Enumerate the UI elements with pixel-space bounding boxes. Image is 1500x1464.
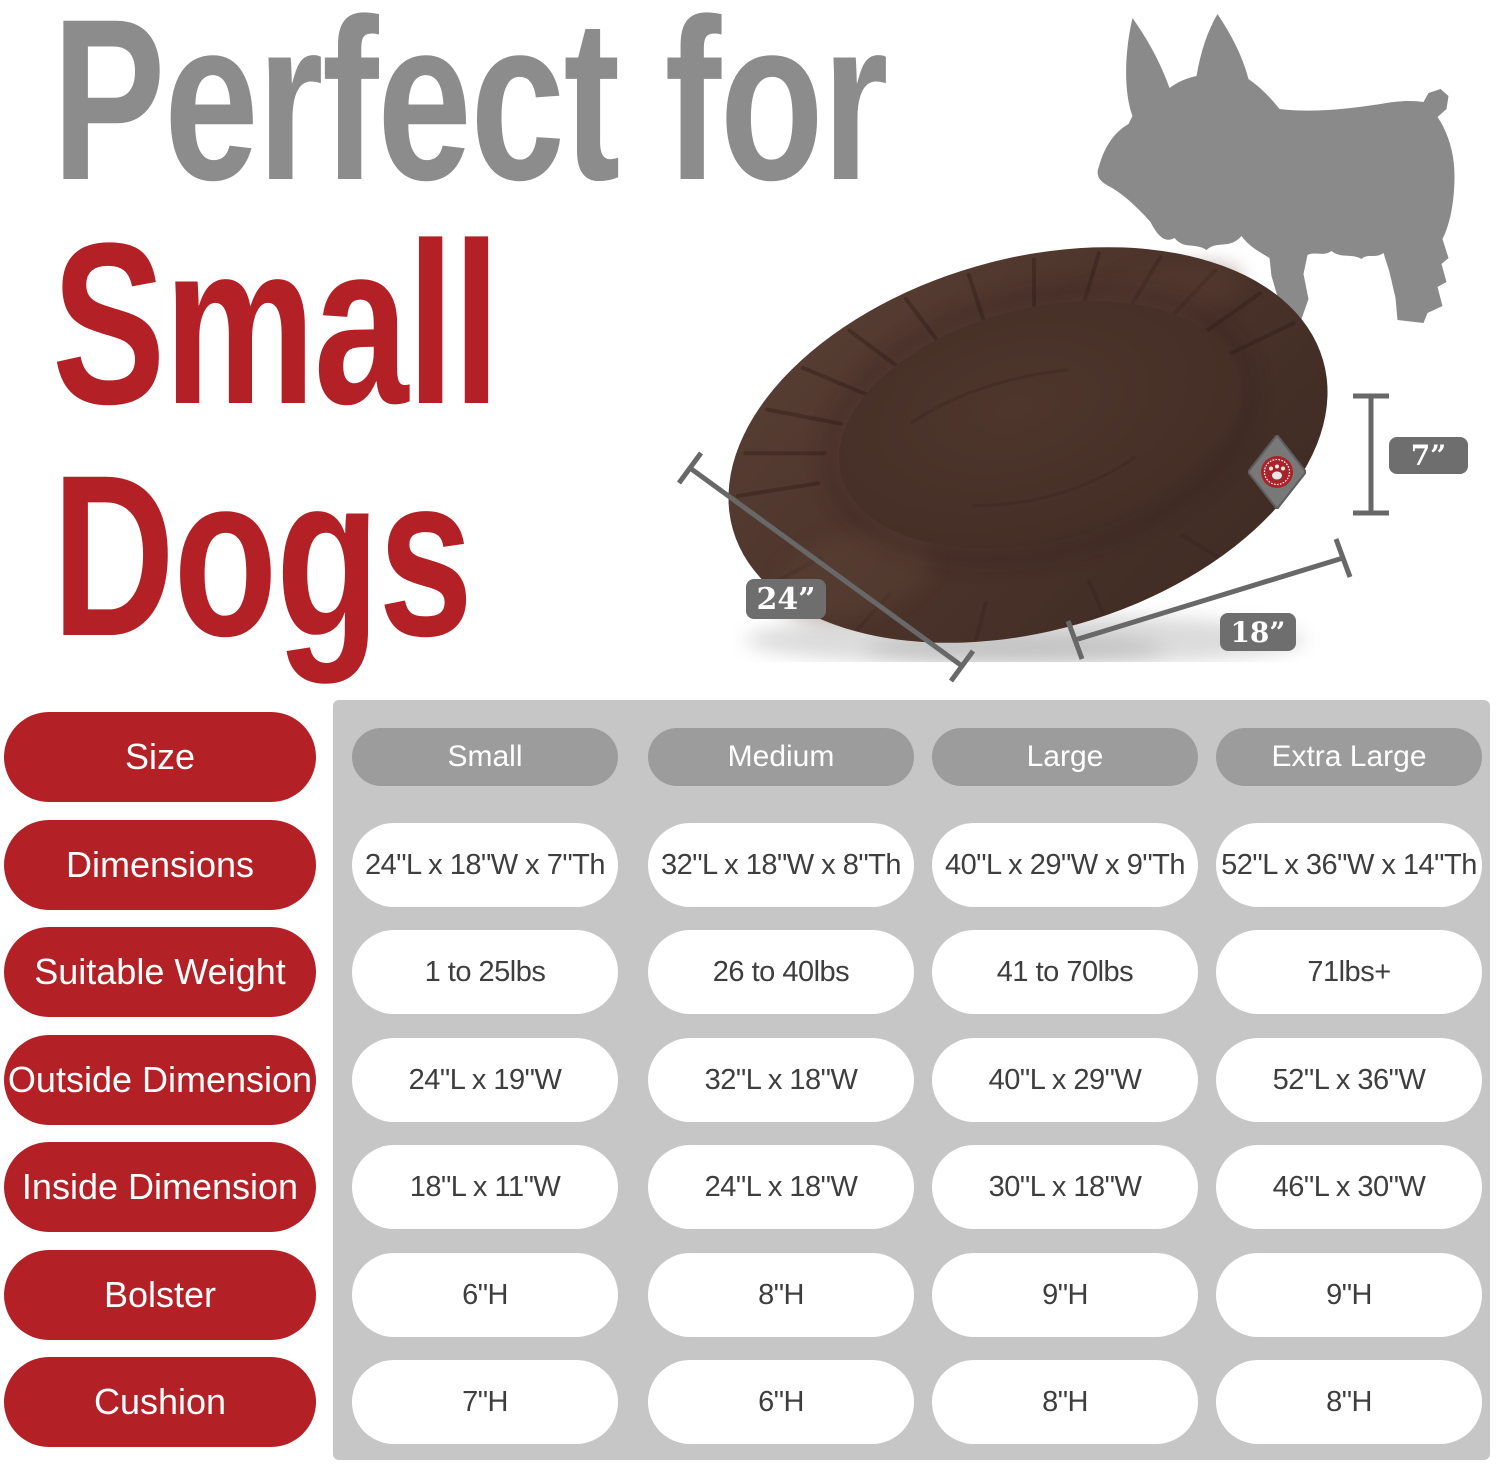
column-header-medium: Medium: [648, 728, 914, 786]
headline-perfect-for: Perfect for: [52, 0, 888, 228]
cell-inside-small: 18"L x 11"W: [352, 1145, 618, 1229]
cell-bolster-extra-large: 9"H: [1216, 1253, 1482, 1337]
cell-bolster-medium: 8"H: [648, 1253, 914, 1337]
headline-dogs: Dogs: [52, 427, 473, 684]
cell-cushion-large: 8"H: [932, 1360, 1198, 1444]
row-label-suitable-weight: Suitable Weight: [4, 927, 316, 1017]
dog-silhouette: [1097, 14, 1455, 323]
width-dimension-label: 18”: [1220, 613, 1296, 651]
row-label-inside-dimension: Inside Dimension: [4, 1142, 316, 1232]
row-label-bolster: Bolster: [4, 1250, 316, 1340]
column-header-large: Large: [932, 728, 1198, 786]
cell-dimensions-extra-large: 52"L x 36"W x 14"Th: [1216, 823, 1482, 907]
headline-small: Small: [52, 195, 500, 452]
cell-inside-large: 30"L x 18"W: [932, 1145, 1198, 1229]
cell-dimensions-large: 40"L x 29"W x 9"Th: [932, 823, 1198, 907]
cell-weight-large: 41 to 70lbs: [932, 930, 1198, 1014]
majestic-pet-paw-badge-icon: [1248, 435, 1306, 509]
cell-bolster-small: 6"H: [352, 1253, 618, 1337]
row-label-dimensions: Dimensions: [4, 820, 316, 910]
cell-dimensions-medium: 32"L x 18"W x 8"Th: [648, 823, 914, 907]
row-label-cushion: Cushion: [4, 1357, 316, 1447]
cell-cushion-medium: 6"H: [648, 1360, 914, 1444]
cell-cushion-extra-large: 8"H: [1216, 1360, 1482, 1444]
column-header-extra-large: Extra Large: [1216, 728, 1482, 786]
cell-weight-extra-large: 71lbs+: [1216, 930, 1482, 1014]
cell-weight-small: 1 to 25lbs: [352, 930, 618, 1014]
cell-bolster-large: 9"H: [932, 1253, 1198, 1337]
cell-outside-large: 40"L x 29"W: [932, 1038, 1198, 1122]
height-dimension-label: 7”: [1389, 437, 1468, 474]
cell-outside-medium: 32"L x 18"W: [648, 1038, 914, 1122]
cell-inside-extra-large: 46"L x 30"W: [1216, 1145, 1482, 1229]
cell-outside-extra-large: 52"L x 36"W: [1216, 1038, 1482, 1122]
cell-cushion-small: 7"H: [352, 1360, 618, 1444]
cell-dimensions-small: 24"L x 18"W x 7"Th: [352, 823, 618, 907]
cell-inside-medium: 24"L x 18"W: [648, 1145, 914, 1229]
cell-weight-medium: 26 to 40lbs: [648, 930, 914, 1014]
length-dimension-label: 24”: [746, 579, 826, 619]
row-label-size: Size: [4, 712, 316, 802]
cell-outside-small: 24"L x 19"W: [352, 1038, 618, 1122]
row-label-outside-dimension: Outside Dimension: [4, 1035, 316, 1125]
column-header-small: Small: [352, 728, 618, 786]
